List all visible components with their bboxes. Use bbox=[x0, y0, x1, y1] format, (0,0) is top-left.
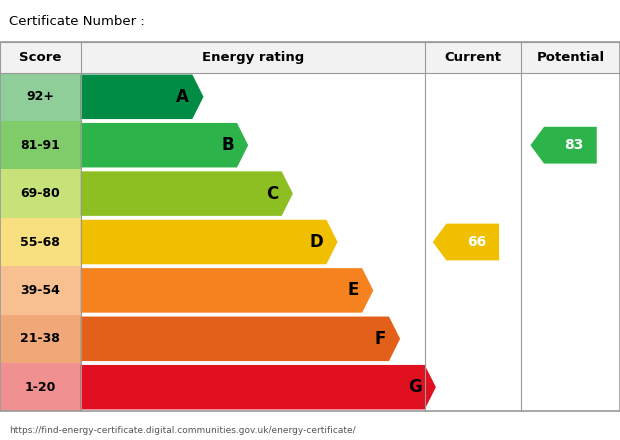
Text: 55-68: 55-68 bbox=[20, 235, 60, 249]
Bar bbox=[0, 169, 81, 218]
Polygon shape bbox=[81, 74, 203, 119]
Bar bbox=[0, 42, 620, 411]
Polygon shape bbox=[530, 127, 596, 164]
Bar bbox=[0, 218, 81, 266]
Polygon shape bbox=[81, 123, 248, 168]
Text: C: C bbox=[267, 185, 278, 202]
Bar bbox=[0, 121, 81, 169]
Text: F: F bbox=[374, 330, 386, 348]
Polygon shape bbox=[81, 220, 337, 264]
Text: A: A bbox=[176, 88, 189, 106]
Bar bbox=[0, 42, 620, 73]
Text: Certificate Number :: Certificate Number : bbox=[9, 15, 145, 29]
Bar bbox=[0, 73, 81, 121]
Text: D: D bbox=[309, 233, 323, 251]
Text: G: G bbox=[408, 378, 422, 396]
Text: E: E bbox=[348, 282, 359, 299]
Text: 21-38: 21-38 bbox=[20, 332, 60, 345]
Polygon shape bbox=[81, 365, 436, 410]
Polygon shape bbox=[81, 316, 400, 361]
Text: Current: Current bbox=[445, 51, 501, 64]
Bar bbox=[0, 315, 81, 363]
Bar bbox=[0, 266, 81, 315]
Text: Score: Score bbox=[19, 51, 61, 64]
Text: B: B bbox=[221, 136, 234, 154]
Text: Energy rating: Energy rating bbox=[202, 51, 304, 64]
Text: 39-54: 39-54 bbox=[20, 284, 60, 297]
Bar bbox=[0, 363, 81, 411]
Polygon shape bbox=[81, 268, 373, 313]
Text: 92+: 92+ bbox=[26, 90, 55, 103]
Polygon shape bbox=[81, 171, 293, 216]
Polygon shape bbox=[433, 224, 499, 260]
Text: 83: 83 bbox=[564, 138, 584, 152]
Text: 1-20: 1-20 bbox=[25, 381, 56, 394]
Text: 81-91: 81-91 bbox=[20, 139, 60, 152]
Text: 66: 66 bbox=[467, 235, 486, 249]
Text: Potential: Potential bbox=[536, 51, 604, 64]
Text: https://find-energy-certificate.digital.communities.gov.uk/energy-certificate/: https://find-energy-certificate.digital.… bbox=[9, 426, 356, 435]
Text: 69-80: 69-80 bbox=[20, 187, 60, 200]
